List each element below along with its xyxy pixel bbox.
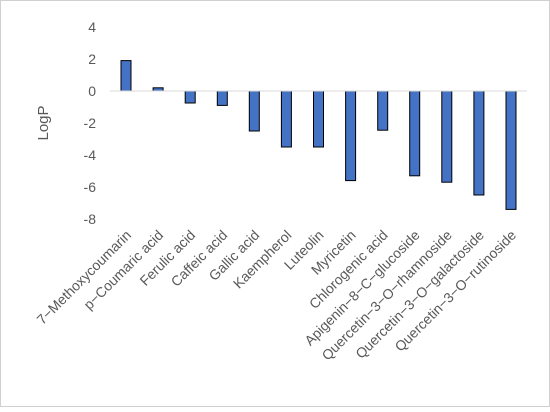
bar xyxy=(345,90,357,182)
bar xyxy=(120,60,132,92)
bar xyxy=(313,90,324,148)
y-tick-label: 0 xyxy=(88,83,96,99)
y-tick-label: -8 xyxy=(84,211,97,227)
y-axis-title: LogP xyxy=(35,105,52,140)
bar xyxy=(216,90,228,106)
bar xyxy=(441,90,453,183)
y-axis-ticks: 4 2 0 -2 -4 -6 -8 xyxy=(84,19,97,227)
bar xyxy=(473,90,485,196)
bar xyxy=(280,90,292,148)
y-tick-label: -4 xyxy=(84,147,97,163)
bar xyxy=(248,90,260,132)
y-tick-label: 4 xyxy=(88,19,96,35)
y-tick-label: -6 xyxy=(84,179,97,195)
bar xyxy=(505,90,517,210)
bar xyxy=(377,90,389,131)
y-tick-label: -2 xyxy=(84,115,97,131)
y-tick-label: 2 xyxy=(88,51,96,67)
bar xyxy=(409,90,421,177)
bar xyxy=(184,90,196,104)
bars xyxy=(120,60,517,210)
